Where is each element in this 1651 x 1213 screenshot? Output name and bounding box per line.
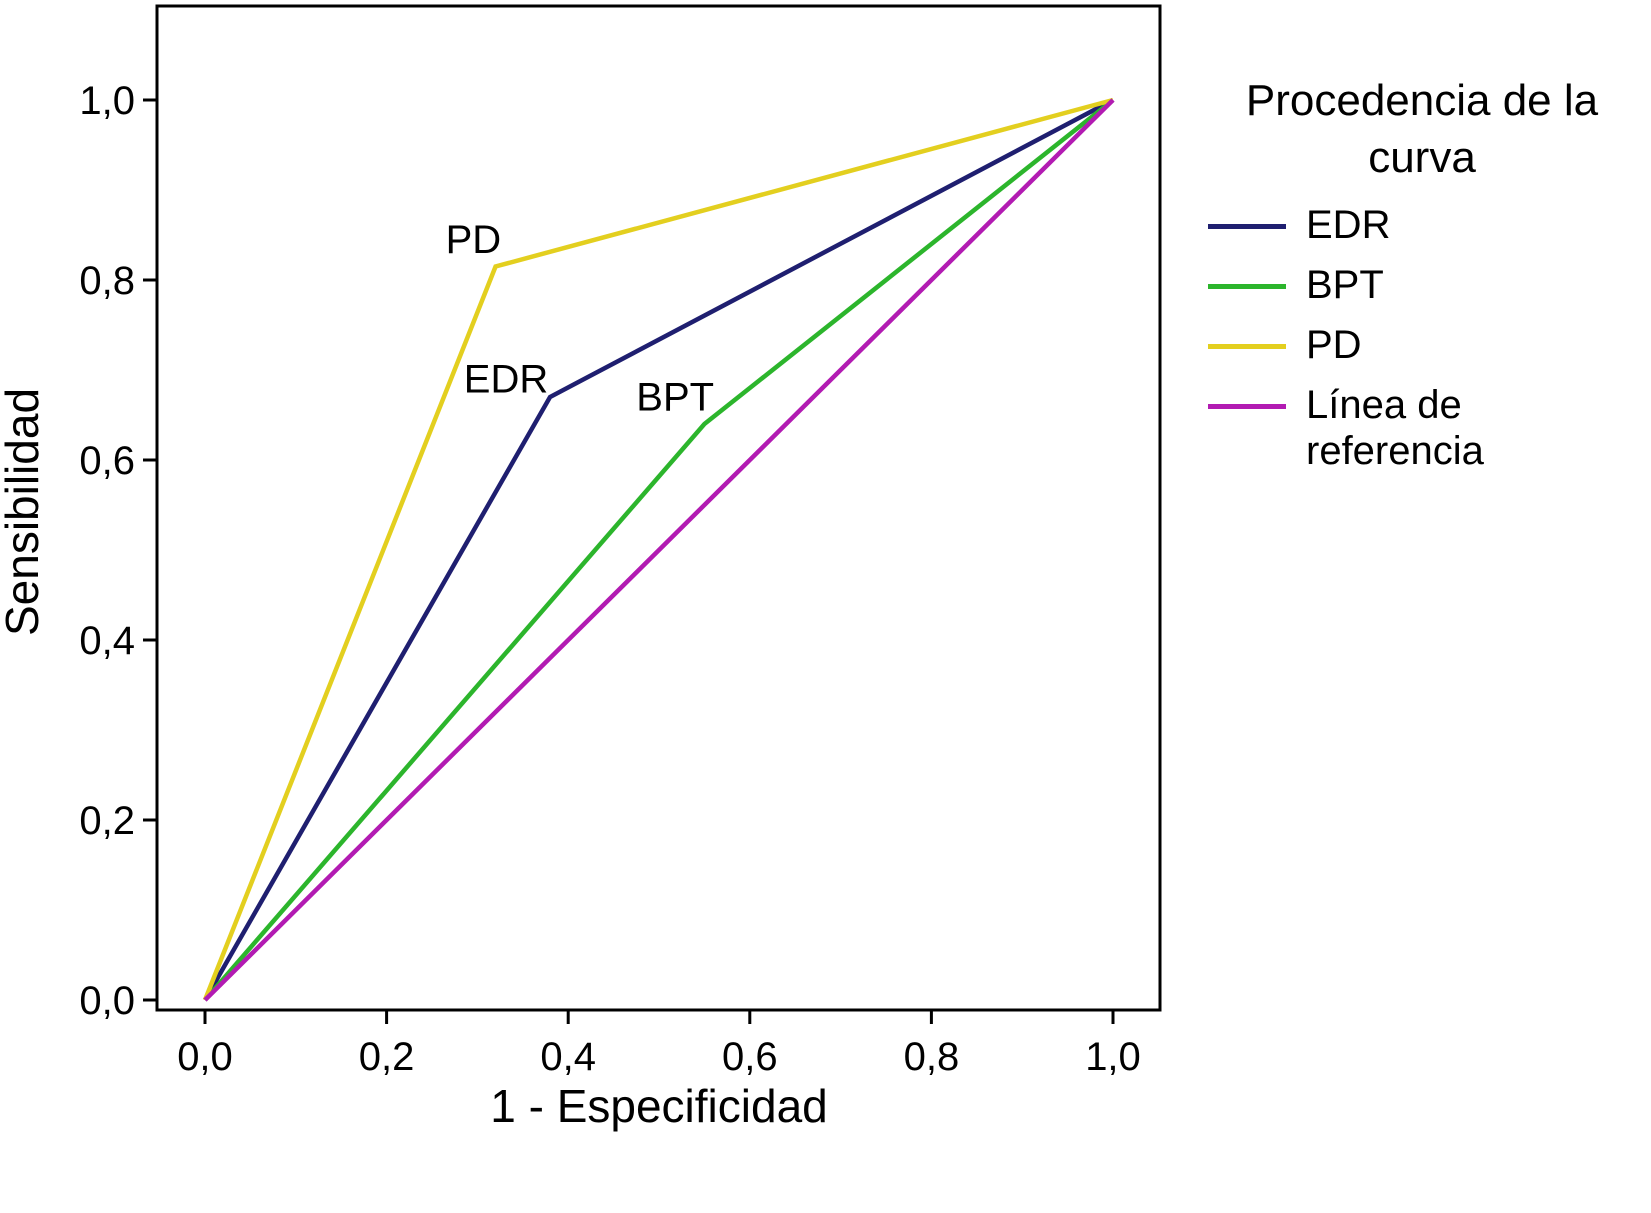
legend-item-bpt: BPT [1192,262,1651,308]
y-tick-label: 0,8 [79,259,135,303]
series-inline-label: PD [446,218,502,262]
series-line-edr [203,98,1115,1002]
legend-item-l-nea-de-referencia: Línea de referencia [1192,382,1651,474]
x-axis-title: 1 - Especificidad [490,1080,828,1132]
legend-swatch [1208,344,1286,350]
y-tick-label: 0,2 [79,799,135,843]
series-inline-label: BPT [636,376,714,420]
x-tick-label: 0,2 [359,1035,415,1079]
x-tick-label: 0,0 [177,1035,233,1079]
y-tick-label: 1,0 [79,79,135,123]
x-tick-label: 0,4 [540,1035,596,1079]
legend-items: EDR BPT PD Línea de referencia [1192,202,1651,474]
x-tick-label: 0,8 [904,1035,960,1079]
legend-item-edr: EDR [1192,202,1651,248]
y-tick-label: 0,4 [79,619,135,663]
legend-label: BPT [1306,263,1384,308]
y-tick-label: 0,6 [79,439,135,483]
legend-swatch [1208,404,1286,410]
legend-label: Línea de referencia [1306,383,1484,474]
legend-swatch [1208,284,1286,290]
y-axis-title: Sensibilidad [0,388,48,636]
legend-item-pd: PD [1192,322,1651,368]
legend-label: EDR [1306,203,1391,248]
x-tick-label: 1,0 [1085,1035,1141,1079]
legend-label: PD [1306,323,1362,368]
series-line-pd [202,97,1114,1001]
legend-swatch [1208,224,1286,230]
legend: Procedencia de la curva EDR BPT PD Línea de… [1192,72,1651,474]
series-line-bpt [203,98,1115,1002]
series-line-l-nea-de-referencia [203,98,1115,1002]
y-tick-label: 0,0 [79,979,135,1023]
plot-area [155,4,1162,1012]
legend-title: Procedencia de la curva [1245,76,1599,183]
series-inline-label: EDR [464,358,548,402]
x-tick-label: 0,6 [722,1035,778,1079]
